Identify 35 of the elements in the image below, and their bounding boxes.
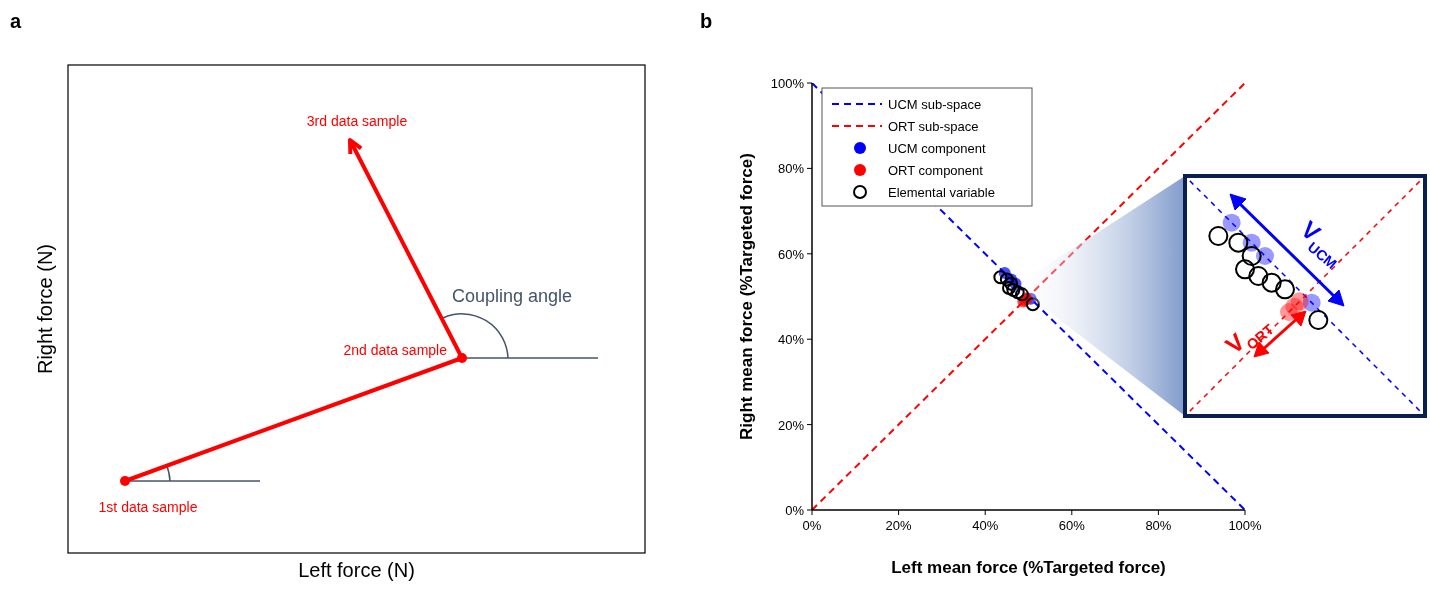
x-tick-label: 40% [972,518,999,533]
text: Coupling angle [452,286,573,306]
text: 2nd data sample [343,342,448,358]
text: Left force (N) [298,559,415,581]
legend-label: Elemental variable [888,185,995,200]
text: a [10,10,22,32]
x-tick-label: 60% [1058,518,1086,533]
text: 1st data sample [98,499,198,515]
point [1025,297,1040,312]
point [1010,285,1025,300]
y-tick-label: 20% [777,417,805,433]
x-tick-label: 20% [885,518,913,533]
point [1015,287,1030,302]
y-tick-label: 60% [777,246,805,262]
y-tick-label: 100% [770,76,805,91]
legend-label: UCM sub-space [888,97,982,112]
legend-label: ORT sub-space [888,119,979,134]
point [993,270,1008,285]
point [999,272,1014,287]
text: Right force (N) [34,243,56,375]
legend-label: ORT component [888,163,984,178]
y-tick-label: 0% [785,503,805,518]
point [1006,283,1021,298]
text: 3rd data sample [306,113,408,129]
x-tick-label: 80% [1145,518,1172,533]
y-tick-label: 40% [777,332,805,348]
legend-label: UCM component [888,141,986,156]
x-axis-title: Left mean force (%Targeted force) [891,558,1166,577]
y-tick-label: 80% [777,161,805,177]
x-tick-label: 0% [802,518,822,533]
y-axis-title: Right mean force (%Targeted force) [737,153,756,440]
point [1004,276,1019,291]
point [1002,280,1017,295]
x-tick-label: 100% [1228,518,1263,533]
chart-title: b [700,10,713,32]
